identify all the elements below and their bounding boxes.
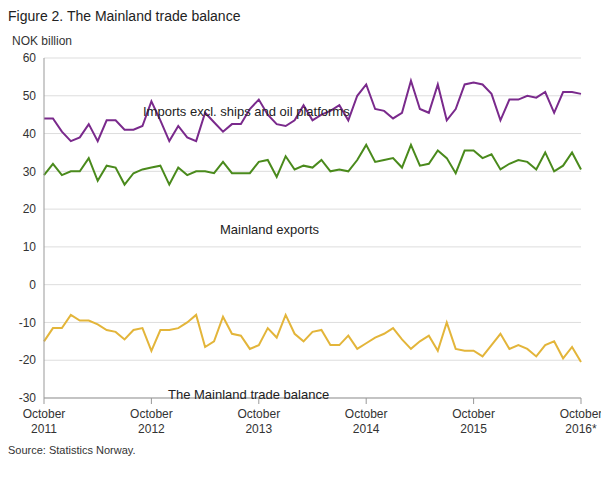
html-text:Imports excl. ships and oil pl: Imports excl. ships and oil platforms (143, 104, 350, 119)
svg-text:October2015: October2015 (452, 407, 495, 436)
svg-text:-10: -10 (19, 316, 37, 330)
svg-text:October2016*: October2016* (560, 407, 601, 436)
html-text:NOK billion: NOK billion (12, 34, 72, 48)
svg-text:0: 0 (29, 278, 36, 292)
svg-text:40: 40 (23, 127, 37, 141)
svg-text:-20: -20 (19, 353, 37, 367)
svg-text:20: 20 (23, 202, 37, 216)
svg-text:October2012: October2012 (130, 407, 173, 436)
svg-text:30: 30 (23, 165, 37, 179)
html-text:The Mainland trade balance: The Mainland trade balance (168, 387, 330, 402)
svg-text:10: 10 (23, 240, 37, 254)
svg-text:October2011: October2011 (23, 407, 66, 436)
html-text:Source: Statistics Norway.: Source: Statistics Norway. (8, 444, 136, 456)
svg-text:60: 60 (23, 51, 37, 65)
svg-text:50: 50 (23, 89, 37, 103)
svg-text:-30: -30 (19, 391, 37, 405)
html-text:Figure 2. The Mainland trade b: Figure 2. The Mainland trade balance (8, 8, 241, 24)
svg-text:October2014: October2014 (345, 407, 388, 436)
html-text:Mainland exports: Mainland exports (220, 222, 319, 237)
svg-text:October2013: October2013 (237, 407, 280, 436)
